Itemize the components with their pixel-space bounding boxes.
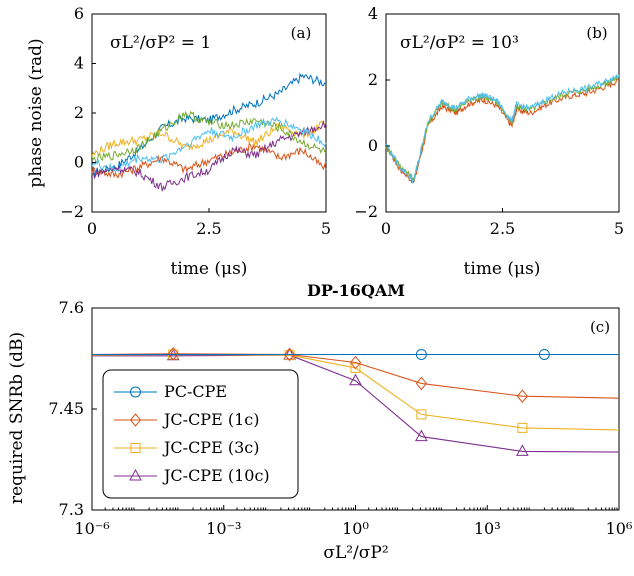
panel-c-data-point	[538, 348, 550, 360]
panel-c-legend-label: PC-CPE	[164, 382, 227, 401]
panel-c-data-point	[516, 444, 529, 456]
panel-b-x-tick-label: 2.5	[490, 219, 515, 238]
panel-c-legend-marker	[130, 386, 141, 398]
panel-a-y-tick-label: 4	[74, 54, 84, 73]
panel-a-annotation: σL²/σP² = 1	[110, 33, 211, 53]
panel-c-legend-label: JC-CPE (10c)	[162, 466, 270, 485]
panel-c-data-point	[349, 355, 362, 370]
panel-c-data-point	[283, 347, 296, 362]
panel-c-data-point	[516, 389, 529, 403]
panel-a-series-line	[91, 119, 327, 192]
panel-b-y-tick-label: 2	[368, 70, 378, 89]
panel-c-series-line	[92, 354, 620, 453]
panel-b-annotation: σL²/σP² = 10³	[400, 33, 519, 53]
panel-c-data-point	[167, 347, 179, 361]
panel-c-y-tick-label: 7.6	[59, 298, 84, 317]
panel-c-data-point	[415, 429, 428, 442]
panel-a-x-axis-label: time (μs)	[171, 259, 248, 279]
panel-a-series-group	[91, 72, 327, 192]
panel-c-data-point	[350, 362, 361, 373]
panel-a-y-tick-label: −2	[60, 202, 84, 221]
panel-a-x-tick-label: 0	[87, 219, 97, 238]
panel-b-series-line	[385, 74, 620, 183]
panel-c-legend-box	[102, 369, 299, 499]
panel-c-legend-marker	[129, 413, 142, 427]
panel-c-x-tick-label: 10⁻³	[206, 519, 241, 538]
panel-c-series-group	[91, 347, 620, 456]
panel-b-y-tick-label: 0	[368, 136, 378, 155]
panel-c-ticks: 10⁻⁶ 10⁻³ 10⁰ 10³ 10⁶ 7.3 7.45 7.6	[48, 298, 632, 538]
panel-c-legend-marker	[130, 443, 141, 453]
panel-c-legend: PC-CPE JC-CPE (1c) JC-CPE (3c) JC-CPE (10c)	[102, 369, 299, 499]
panel-a-y-axis-label: phase noise (rad)	[26, 38, 46, 187]
panel-b-x-tick-label: 0	[381, 219, 391, 238]
panel-c-title: DP-16QAM	[307, 281, 405, 300]
panel-c-data-point	[415, 376, 428, 391]
panel-a-y-tick-label: 6	[74, 4, 84, 23]
panel-c-legend-marker	[129, 468, 142, 481]
panel-c-x-tick-label: 10³	[474, 519, 501, 538]
panel-c-y-tick-label: 7.3	[59, 500, 84, 519]
panel-c-series-line	[91, 353, 620, 399]
panel-c-y-tick-label: 7.45	[48, 399, 84, 418]
panel-c-snr-plot: DP-16QAM 10⁻⁶ 10⁻³ 10⁰ 10³ 10⁶ 7.3 7.45 7.6 (c)…	[7, 281, 632, 563]
panel-b-y-tick-label: 4	[368, 4, 378, 23]
panel-c-x-tick-label: 10⁻⁶	[74, 519, 109, 538]
panel-b-y-tick-label: −2	[354, 202, 378, 221]
panel-a-series-line	[91, 142, 327, 179]
panel-a-x-tick-label: 2.5	[196, 219, 221, 238]
panel-c-legend-label: JC-CPE (1c)	[162, 410, 259, 429]
panel-b-label: (b)	[586, 24, 607, 42]
panel-c-x-tick-label: 10⁶	[606, 519, 633, 538]
panel-c-x-axis-label: σL²/σP²	[323, 543, 388, 563]
panel-b-series-group	[385, 73, 620, 184]
panel-a-series-line	[91, 110, 327, 165]
panel-a-label: (a)	[291, 24, 312, 42]
panel-c-data-point	[416, 409, 427, 420]
panel-b-x-axis-label: time (μs)	[464, 259, 541, 279]
panel-b-x-tick-label: 5	[614, 219, 624, 238]
panel-b-series-line	[385, 77, 619, 184]
panel-c-data-point	[415, 348, 427, 360]
panel-a-y-tick-label: 0	[74, 153, 84, 172]
panel-c-data-point	[349, 373, 362, 386]
panel-a-y-tick-label: 2	[74, 103, 84, 122]
panel-c-legend-label: JC-CPE (3c)	[162, 438, 259, 457]
panel-b-series-line	[385, 73, 620, 184]
panel-a-x-tick-label: 5	[321, 219, 331, 238]
panel-a-series-line	[91, 120, 327, 157]
panel-c-data-point	[517, 422, 528, 433]
panel-c-x-tick-label: 10⁰	[342, 519, 369, 538]
panel-c-y-axis-label: required SNRb (dB)	[7, 332, 27, 504]
panel-c-label: (c)	[590, 318, 610, 336]
panel-a-series-line	[91, 116, 327, 173]
